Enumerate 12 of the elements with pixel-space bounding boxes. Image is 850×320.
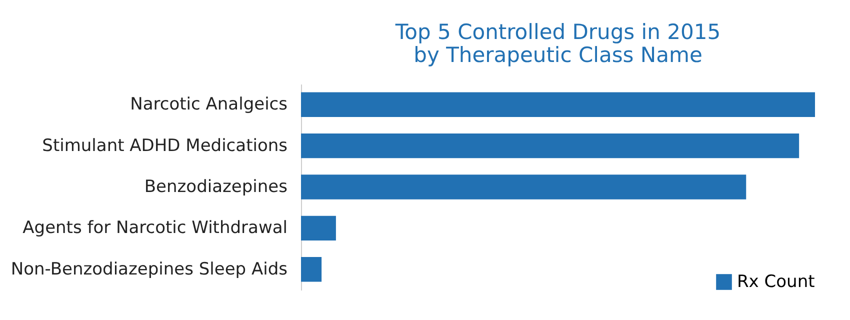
legend-label: Rx Count (737, 272, 816, 292)
y-tick-label: Narcotic Analgeics (130, 94, 288, 115)
y-tick-label: Agents for Narcotic Withdrawal (22, 218, 288, 238)
y-tick-label: Stimulant ADHD Medications (42, 136, 288, 156)
bar (301, 92, 815, 117)
y-tick-label: Benzodiazepines (144, 177, 288, 197)
bar (301, 257, 322, 282)
chart-title: Top 5 Controlled Drugs in 2015 by Therapeutic Class Name (394, 20, 721, 67)
bar (301, 133, 800, 158)
y-tick-label: Non-Benzodiazepines Sleep Aids (10, 259, 288, 280)
bar (301, 174, 746, 200)
bar (301, 216, 336, 241)
